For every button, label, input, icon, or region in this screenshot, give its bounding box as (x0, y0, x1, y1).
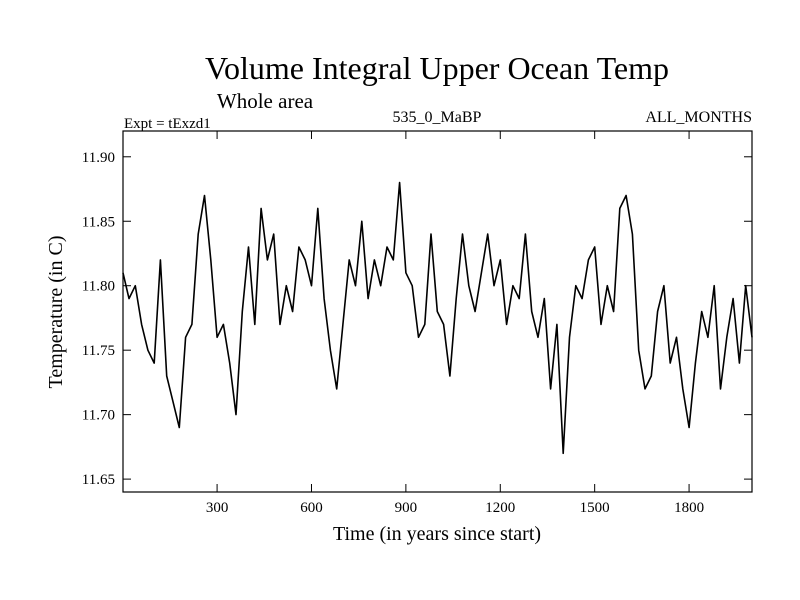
x-axis-label: Time (in years since start) (333, 523, 541, 545)
months-label: ALL_MONTHS (645, 109, 752, 126)
y-tick-label: 11.75 (82, 343, 115, 359)
y-axis-label: Temperature (in C) (45, 236, 67, 389)
period-label: 535_0_MaBP (393, 109, 482, 126)
y-tick-label: 11.70 (82, 408, 115, 424)
chart-subtitle: Whole area (217, 89, 314, 113)
y-tick-label: 11.80 (82, 279, 115, 295)
x-tick-label: 1800 (674, 500, 704, 516)
x-axis: 300 600 900 1200 1500 1800 (206, 131, 704, 516)
plot-frame (122, 130, 753, 493)
x-tick-label: 600 (300, 500, 323, 516)
temperature-series-line (122, 181, 753, 455)
chart-title: Volume Integral Upper Ocean Temp (205, 50, 669, 86)
y-tick-label: 11.65 (82, 472, 115, 488)
y-tick-label: 11.90 (82, 150, 115, 166)
experiment-label: Expt = tExzd1 (124, 116, 211, 132)
x-tick-label: 1500 (580, 500, 610, 516)
y-axis: 11.65 11.70 11.75 11.80 11.85 11.90 (82, 150, 752, 488)
x-tick-label: 300 (206, 500, 229, 516)
y-tick-label: 11.85 (82, 214, 115, 230)
x-tick-label: 1200 (485, 500, 515, 516)
x-tick-label: 900 (395, 500, 418, 516)
